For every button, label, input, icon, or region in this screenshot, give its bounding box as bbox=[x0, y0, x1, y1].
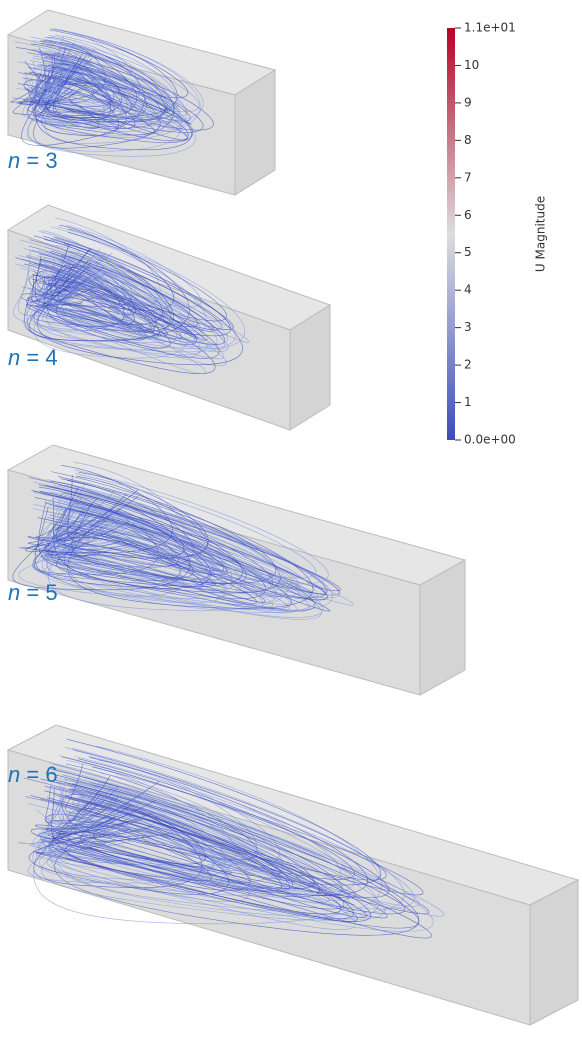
figure: n = 3 n = 4 n = 5 n = 6 U Magnitude 0.0e… bbox=[0, 0, 582, 1046]
panel-label: n = 5 bbox=[8, 580, 58, 605]
colorbar-tick-label: 10 bbox=[464, 58, 479, 72]
colorbar bbox=[447, 28, 455, 440]
colorbar-tick-label: 0.0e+00 bbox=[464, 433, 516, 447]
panel-label: n = 4 bbox=[8, 345, 58, 370]
colorbar-tick-label: 1.1e+01 bbox=[464, 21, 516, 35]
box-face bbox=[530, 880, 578, 1025]
colorbar-tick-label: 6 bbox=[464, 208, 472, 222]
colorbar-tick-label: 9 bbox=[464, 95, 472, 109]
panel-label: n = 3 bbox=[8, 148, 58, 173]
colorbar-title: U Magnitude bbox=[534, 196, 548, 272]
colorbar-tick-label: 1 bbox=[464, 395, 472, 409]
panel-label: n = 6 bbox=[8, 762, 58, 787]
colorbar-tick-label: 5 bbox=[464, 245, 472, 259]
colorbar-tick-label: 7 bbox=[464, 170, 472, 184]
colorbar-tick-label: 8 bbox=[464, 133, 472, 147]
colorbar-tick-label: 3 bbox=[464, 320, 472, 334]
colorbar-tick-label: 4 bbox=[464, 283, 472, 297]
colorbar-tick-label: 2 bbox=[464, 358, 472, 372]
